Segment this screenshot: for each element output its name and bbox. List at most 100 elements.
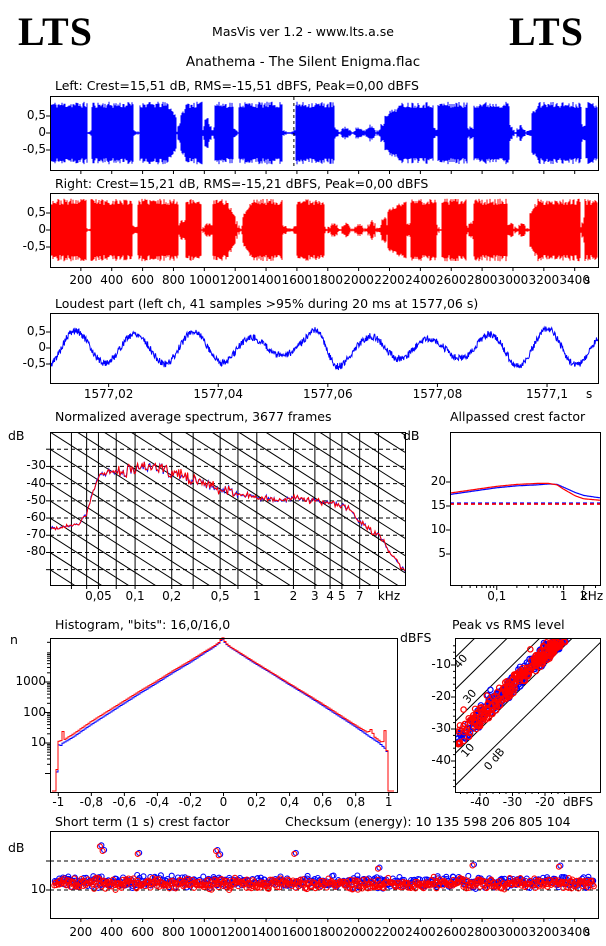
spectrum-xtick-label: 0,05: [85, 589, 112, 603]
loudest-xtick-label: 1577,06: [303, 387, 353, 401]
spectrum-ytick-label: -60: [26, 510, 46, 525]
time-tick-label: 1600: [281, 925, 313, 939]
spectrum-xtick-label: 0,2: [162, 589, 182, 603]
spectrum-xtick-label: 5: [338, 589, 346, 603]
time-tick-label: 3200: [528, 925, 560, 939]
peak-rms-xtick-label: -30: [502, 795, 523, 809]
peak-rms-title: Peak vs RMS level: [452, 617, 565, 632]
loudest-xtick-label: 1577,04: [193, 387, 244, 401]
spectrum-xtick-label: 4: [326, 589, 334, 603]
diagonal-crest-label: 30: [460, 687, 479, 706]
peak-rms-ylabel: dBFS: [400, 630, 432, 645]
peak-rms-ytick-label: -10: [431, 657, 451, 671]
time-axis-unit: s: [584, 925, 591, 939]
histogram-xtick-label: 0,4: [280, 795, 300, 809]
allpassed-ytick-label: 10: [430, 522, 446, 536]
time-tick-label: 2400: [405, 925, 436, 939]
diagonal-crest-label: 40: [451, 652, 470, 671]
time-tick-label: 1400: [250, 273, 282, 287]
time-tick-label: 800: [162, 273, 185, 287]
loudest-xtick-label: 1577,08: [412, 387, 463, 401]
wave-ytick-label: 0,5: [26, 205, 46, 219]
histogram-ylabel: n: [10, 632, 18, 647]
allpassed-ytick-label: 5: [438, 546, 446, 560]
histogram-ytick-label: 100: [23, 704, 46, 719]
peak-rms-xtick-label: -20: [535, 795, 555, 809]
allpassed-ylabel: dB: [403, 428, 420, 443]
time-tick-label: 2600: [435, 925, 467, 939]
time-tick-label: 600: [131, 273, 155, 287]
wave-ytick-label: 0,5: [26, 108, 46, 122]
time-tick-label: 1000: [189, 273, 220, 287]
histogram-xtick-label: -0,6: [112, 795, 137, 809]
time-tick-label: 800: [162, 925, 185, 939]
short-term-ylabel: dB: [8, 840, 25, 855]
spectrum-xtick-label: 0,1: [125, 589, 145, 603]
wave-right-label: Right: Crest=15,21 dB, RMS=-15,21 dBFS, …: [55, 176, 429, 191]
histogram-title: Histogram, "bits": 16,0/16,0: [55, 617, 231, 632]
time-tick-label: 200: [69, 925, 93, 939]
spectrum-ytick-label: -30: [26, 458, 46, 473]
spectrum-xtick-label: 3: [311, 589, 319, 603]
loudest-axis-unit: s: [586, 387, 593, 401]
spectrum-xtick-label: 2: [289, 589, 298, 603]
peak-rms-xunit: dBFS: [562, 795, 594, 809]
time-tick-label: 1000: [189, 925, 220, 939]
time-tick-label: 2600: [435, 273, 467, 287]
diagonal-crest-label: 0 dB: [481, 745, 507, 773]
spectrum-ytick-label: -50: [26, 492, 46, 507]
histogram-xtick-label: 1: [384, 795, 393, 809]
histogram-xtick-label: 0: [219, 795, 228, 809]
spectrum-ytick-label: -40: [26, 475, 46, 490]
wave-ytick-label: 0: [38, 222, 46, 236]
spectrum-xtick-label: 7: [355, 589, 364, 603]
wave-ytick-label: -0,5: [22, 239, 46, 253]
time-tick-label: 3000: [497, 925, 529, 939]
time-tick-label: 200: [69, 273, 93, 287]
time-tick-label: 600: [131, 925, 155, 939]
time-tick-label: 1200: [219, 925, 251, 939]
wave-ytick-label: -0,5: [22, 142, 46, 156]
spectrum-title: Normalized average spectrum, 3677 frames: [55, 409, 332, 424]
peak-rms-ytick-label: -20: [431, 689, 451, 703]
histogram-ytick-label: 10: [30, 735, 46, 749]
app-version-line: MasVis ver 1.2 - www.lts.a.se: [212, 24, 394, 39]
histogram-xtick-label: 0,2: [246, 795, 267, 809]
allpassed-ytick-label: 15: [430, 498, 446, 512]
allpassed-xunit: kHz: [580, 589, 604, 603]
peak-rms-ytick-label: -40: [431, 753, 451, 767]
histogram-ytick-label: 1000: [15, 674, 46, 688]
time-tick-label: 2800: [466, 273, 498, 287]
histogram-xtick-label: -0,8: [79, 795, 104, 809]
loudest-ytick-label: 0,5: [26, 324, 46, 338]
allpassed-title: Allpassed crest factor: [450, 409, 586, 424]
peak-rms-xtick-label: -40: [470, 795, 490, 809]
time-tick-label: 400: [100, 925, 124, 939]
time-tick-label: 2200: [374, 925, 405, 939]
loudest-xtick-label: 1577,1: [526, 387, 569, 401]
loudest-xtick-label: 1577,02: [83, 387, 134, 401]
loudest-label: Loudest part (left ch, 41 samples >95% d…: [55, 296, 479, 311]
loudest-ytick-label: 0: [38, 340, 46, 354]
spectrum-ytick-label: -80: [26, 544, 46, 559]
time-tick-label: 2800: [466, 925, 498, 939]
histogram-xtick-label: 0,6: [313, 795, 333, 809]
spectrum-xunit: kHz: [377, 589, 401, 603]
time-tick-label: 3000: [497, 273, 529, 287]
lts-logo-right: LTS: [509, 9, 584, 54]
spectrum-ytick-label: -70: [26, 527, 46, 542]
spectrum-xtick-label: 1: [252, 589, 261, 603]
time-tick-label: 400: [100, 273, 124, 287]
time-tick-label: 1800: [312, 925, 344, 939]
spectrum-xtick-label: 0,5: [210, 589, 230, 603]
time-tick-label: 1200: [219, 273, 251, 287]
histogram-xtick-label: 0,8: [346, 795, 366, 809]
peak-rms-ytick-label: -30: [431, 721, 451, 735]
wave-left-label: Left: Crest=15,51 dB, RMS=-15,51 dBFS, P…: [55, 78, 419, 93]
time-tick-label: 3400: [559, 273, 590, 287]
loudest-ytick-label: -0,5: [22, 356, 46, 370]
time-tick-label: 2200: [374, 273, 405, 287]
wave-ytick-label: 0: [38, 125, 46, 139]
